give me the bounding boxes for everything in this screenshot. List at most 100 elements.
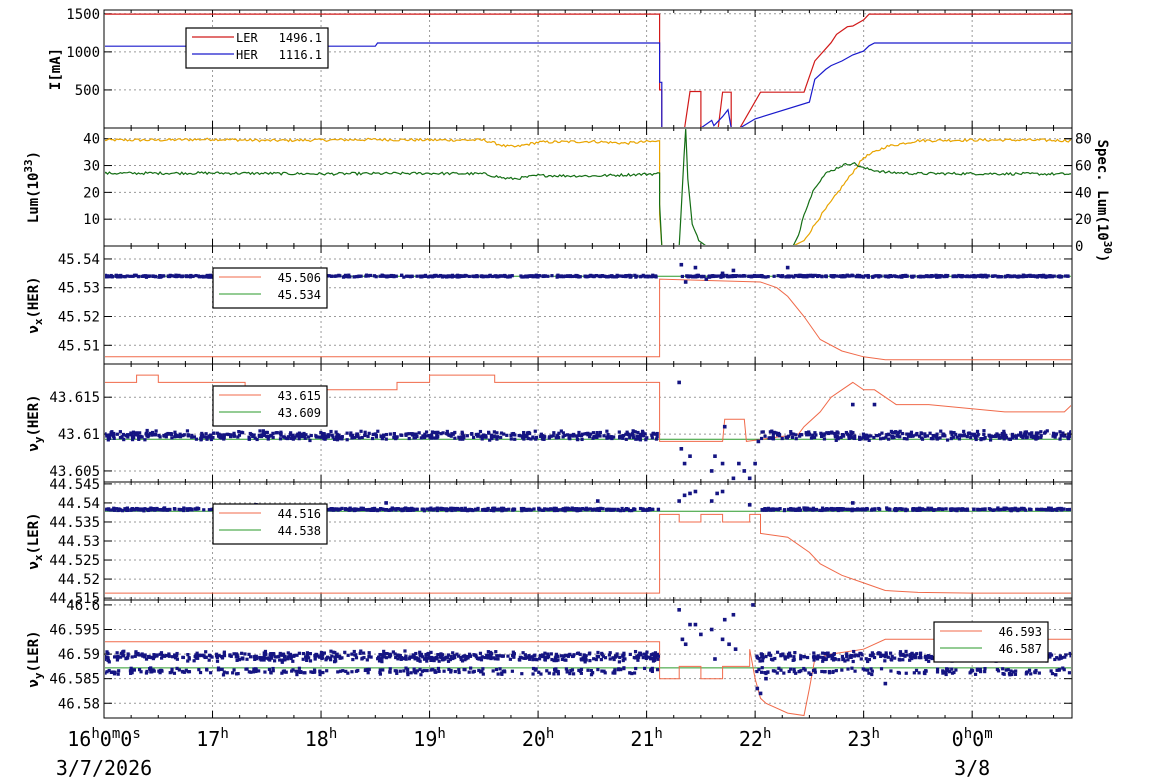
tune-point: [1021, 436, 1025, 440]
tune-point: [630, 432, 634, 436]
tune-point-lower: [267, 667, 272, 672]
tune-point: [1060, 655, 1064, 660]
tune-point: [211, 435, 215, 440]
tune-point: [612, 657, 616, 662]
tune-point: [929, 437, 933, 441]
tune-point: [983, 273, 987, 277]
tune-point: [546, 508, 551, 512]
tune-point: [575, 509, 579, 513]
tune-point-lower: [105, 670, 109, 674]
tune-point: [817, 274, 821, 278]
tune-point: [982, 429, 986, 433]
tune-point: [775, 433, 780, 437]
tune-point-lower: [209, 671, 213, 675]
y2-tick-label: 80: [1075, 132, 1092, 148]
tune-point-lower: [216, 668, 221, 672]
tune-point: [465, 434, 469, 438]
y-tick-label: 46.59: [58, 647, 100, 663]
tune-point: [595, 433, 599, 437]
tune-point: [317, 655, 322, 659]
tune-point: [428, 508, 432, 512]
tune-point: [394, 507, 398, 511]
tune-point: [500, 654, 504, 658]
tune-point-lower: [180, 670, 185, 674]
tune-point: [949, 430, 953, 434]
tune-point: [805, 433, 809, 437]
tune-point: [702, 274, 706, 279]
tune-point: [533, 429, 537, 433]
tune-point: [222, 435, 226, 440]
tune-point-lower: [312, 668, 317, 672]
tune-point: [320, 656, 325, 660]
label-part: ν: [26, 443, 42, 451]
tune-point: [451, 651, 455, 655]
tune-point: [908, 434, 912, 438]
tune-point: [105, 655, 109, 659]
tune-point: [108, 436, 112, 440]
tune-point: [859, 274, 863, 278]
tune-point: [554, 436, 558, 440]
tune-point-lower: [182, 670, 186, 674]
tune-point: [190, 435, 194, 439]
tune-point: [360, 435, 364, 440]
tune-point: [190, 433, 194, 438]
tune-point: [1059, 434, 1063, 438]
label-sub: y: [32, 436, 45, 443]
tune-point: [296, 432, 300, 436]
tune-point-lower: [950, 671, 955, 675]
tune-point: [989, 435, 993, 439]
tune-point: [624, 432, 628, 436]
tune-point-lower: [545, 669, 549, 673]
tune-point: [136, 433, 140, 437]
tune-point: [332, 508, 336, 512]
tune-point: [331, 650, 335, 654]
tune-point: [587, 432, 591, 436]
tune-point: [564, 658, 568, 662]
tune-point-lower: [611, 671, 615, 675]
tune-point: [780, 653, 784, 657]
tune-point: [799, 274, 803, 278]
label-part: ): [1094, 254, 1110, 262]
tune-point: [601, 507, 605, 511]
tune-outlier-point: [747, 503, 752, 507]
tune-point-lower: [787, 669, 791, 674]
tune-point: [636, 658, 640, 662]
tune-point: [1002, 506, 1006, 510]
tune-point: [798, 433, 803, 437]
tune-point: [110, 275, 114, 279]
tune-point: [578, 652, 582, 656]
tune-point: [546, 274, 550, 278]
tune-point: [367, 651, 371, 655]
tune-point: [400, 507, 405, 511]
tune-point: [459, 274, 464, 278]
tune-point-lower: [232, 668, 236, 672]
tune-point: [1044, 508, 1049, 512]
tune-point: [808, 507, 812, 511]
tune-point-lower: [419, 673, 423, 677]
tune-point: [917, 434, 922, 438]
tune-point: [141, 654, 145, 658]
tune-point: [148, 274, 152, 278]
tune-point-lower: [449, 670, 453, 674]
tune-point-lower: [341, 669, 345, 673]
tune-point: [129, 431, 133, 435]
tune-outlier-point: [677, 380, 681, 385]
tune-point: [996, 275, 1000, 279]
tune-point: [654, 274, 658, 278]
tune-point: [631, 435, 636, 440]
tune-point: [742, 273, 746, 278]
tune-point: [286, 435, 291, 439]
tune-point: [879, 654, 883, 659]
tune-point: [951, 435, 955, 439]
plot-area: [105, 13, 1071, 127]
tune-point: [932, 508, 936, 512]
tune-point: [377, 508, 382, 512]
tune-point: [234, 655, 238, 659]
tune-point: [549, 507, 554, 511]
tune-point: [301, 657, 305, 661]
tune-point: [457, 275, 462, 279]
tune-point-lower: [917, 671, 921, 675]
legend-box: [212, 503, 328, 545]
y-tick-label: 20: [83, 185, 100, 201]
tune-point: [199, 437, 203, 441]
